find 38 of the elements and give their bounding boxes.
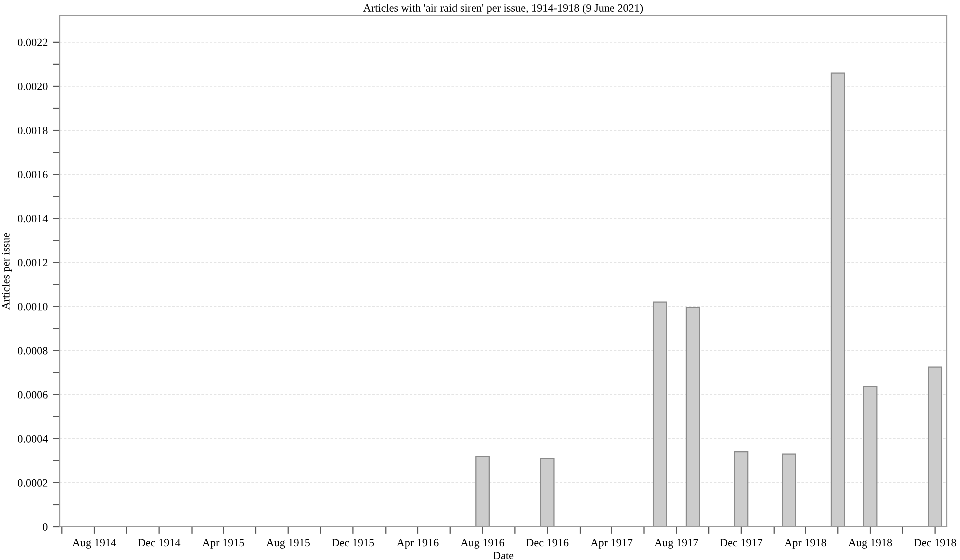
y-tick-label: 0.0022 — [18, 38, 48, 46]
chart-title: Articles with 'air raid siren' per issue, 1914-1918 (9 June 2021) — [364, 4, 644, 14]
x-tick-label: Aug 1915 — [266, 539, 310, 549]
x-tick-label: Dec 1914 — [138, 539, 181, 547]
y-tick-label: 0.0018 — [18, 127, 48, 135]
bar — [734, 452, 749, 527]
x-tick-label: Dec 1918 — [914, 539, 956, 547]
bar — [652, 302, 668, 527]
x-tick-label: Dec 1915 — [332, 539, 374, 547]
x-tick-label: Dec 1917 — [720, 539, 763, 547]
x-tick-label: Apr 1917 — [590, 539, 633, 549]
bar — [830, 72, 846, 527]
x-tick-label: Apr 1915 — [202, 539, 244, 549]
x-tick-label: Aug 1918 — [848, 539, 892, 549]
y-tick-label: 0.0014 — [18, 215, 48, 223]
bar — [540, 458, 555, 527]
y-tick-label: 0.0012 — [18, 259, 48, 267]
y-tick-label: 0.0020 — [18, 82, 48, 90]
y-tick-label: 0 — [43, 523, 48, 531]
bar — [476, 456, 490, 527]
y-tick-label: 0.0004 — [18, 435, 48, 443]
y-tick-label: 0.0016 — [18, 171, 48, 179]
x-axis-title: Date — [493, 552, 514, 560]
bar — [928, 366, 943, 527]
bar — [863, 386, 878, 527]
x-tick-label: Apr 1918 — [784, 539, 826, 549]
x-tick-label: Dec 1916 — [526, 539, 569, 547]
bar — [686, 307, 700, 527]
x-tick-label: Aug 1914 — [72, 539, 116, 549]
y-tick-label: 0.0008 — [18, 347, 48, 355]
y-tick-label: 0.0006 — [18, 391, 48, 399]
x-tick-label: Aug 1916 — [460, 539, 505, 549]
x-tick-label: Aug 1917 — [654, 539, 698, 549]
x-tick-label: Apr 1916 — [396, 539, 439, 549]
y-tick-label: 0.0002 — [18, 479, 48, 487]
bar — [782, 454, 796, 527]
y-tick-label: 0.0010 — [18, 303, 48, 311]
y-axis-title: Articles per issue — [2, 233, 12, 310]
